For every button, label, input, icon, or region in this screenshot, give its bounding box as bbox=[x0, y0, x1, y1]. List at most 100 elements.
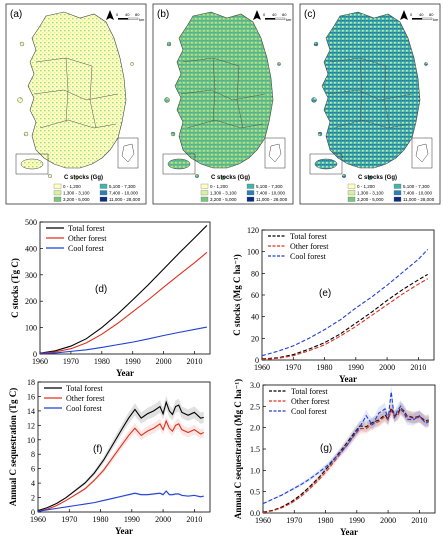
y-axis-title: C stocks (Mg C ha⁻¹) bbox=[232, 254, 242, 335]
ulleung-inset-frame bbox=[117, 137, 139, 169]
scale-label: 80 bbox=[135, 12, 140, 17]
legend-class-label: 7,400 - 10,000 bbox=[403, 191, 433, 196]
jeju-island-shape bbox=[314, 158, 338, 170]
jeju-island-shape bbox=[20, 158, 44, 170]
ulleung-inset-frame bbox=[411, 137, 433, 169]
legend-swatch bbox=[53, 190, 62, 196]
series-line bbox=[261, 249, 429, 357]
legend-class-label: 0 - 1,200 bbox=[210, 184, 228, 189]
ulleung-island-shape bbox=[121, 143, 135, 163]
legend-label: Cool forest bbox=[291, 407, 328, 416]
map-panel-label: (b) bbox=[157, 9, 169, 20]
legend-label: Other forest bbox=[68, 234, 107, 243]
scale-label: 40 bbox=[272, 12, 277, 17]
x-tick-label: 1990 bbox=[348, 363, 364, 372]
ulleung-island-shape bbox=[268, 143, 282, 163]
province-boundaries bbox=[33, 57, 119, 129]
legend-class-label: 1,300 - 3,100 bbox=[357, 191, 384, 196]
map-legend: C stocks (Gg) 0 - 1,200 1,300 - 3,1003,200… bbox=[200, 175, 288, 202]
series-line bbox=[262, 406, 429, 513]
y-tick-label: 12 bbox=[27, 421, 35, 430]
x-tick-label: 2010 bbox=[187, 357, 203, 366]
series-cool-forest bbox=[262, 384, 430, 505]
north-arrow-icon bbox=[106, 10, 114, 20]
x-tick-label: 1970 bbox=[285, 363, 301, 372]
province-boundaries bbox=[327, 57, 413, 129]
legend-class-label: 5,100 - 7,300 bbox=[256, 184, 283, 189]
y-tick-label: 14 bbox=[27, 407, 35, 416]
legend-swatch bbox=[53, 183, 62, 189]
map-legend-title: C stocks (Gg) bbox=[64, 175, 103, 181]
x-axis-title: Year bbox=[116, 368, 134, 378]
jeju-inset-frame bbox=[162, 153, 196, 175]
island-shape bbox=[220, 175, 226, 181]
scale-unit: km bbox=[286, 17, 292, 22]
legend-swatch bbox=[200, 183, 209, 189]
series-line bbox=[261, 273, 429, 360]
scale-label: 80 bbox=[282, 12, 287, 17]
y-tick-label: 2.5 bbox=[250, 402, 260, 411]
legend-class-label: 11,000 - 28,000 bbox=[256, 197, 288, 202]
x-axis-title: Year bbox=[340, 527, 358, 537]
island-shape bbox=[367, 175, 373, 181]
x-tick-label: 1990 bbox=[349, 516, 365, 525]
map-legend-title: C stocks (Gg) bbox=[358, 175, 397, 181]
legend-label: Cool forest bbox=[66, 404, 103, 413]
legend-label: Cool forest bbox=[290, 252, 327, 261]
korea-land-map bbox=[321, 11, 421, 169]
north-arrow-icon bbox=[400, 10, 408, 20]
scale-unit: km bbox=[433, 17, 439, 22]
scale-label: 0 bbox=[410, 12, 413, 17]
korea-land-map bbox=[174, 11, 274, 169]
scale-label: 40 bbox=[419, 12, 424, 17]
legend-class-label: 3,200 - 5,000 bbox=[63, 197, 90, 202]
scale-label: 0 bbox=[263, 12, 266, 17]
series-other-forest bbox=[39, 251, 208, 355]
series-cool-forest bbox=[37, 489, 204, 512]
legend-class-label: 3,200 - 5,000 bbox=[357, 197, 384, 202]
ulleung-inset-frame bbox=[264, 137, 286, 169]
series-line bbox=[262, 391, 430, 505]
y-tick-label: 100 bbox=[247, 248, 259, 257]
scale-label: 80 bbox=[429, 12, 434, 17]
legend-label: Total forest bbox=[290, 232, 327, 241]
legend-label: Other forest bbox=[66, 394, 105, 403]
island-shape bbox=[19, 41, 25, 47]
legend-swatch bbox=[200, 196, 209, 202]
legend-swatch bbox=[393, 196, 402, 202]
jeju-inset-frame bbox=[309, 153, 343, 175]
y-tick-label: 80 bbox=[251, 269, 259, 278]
legend-swatch bbox=[200, 190, 209, 196]
island-shape bbox=[311, 97, 317, 103]
island-shape bbox=[166, 41, 172, 47]
series-line bbox=[39, 326, 208, 355]
x-axis-title: Year bbox=[115, 526, 133, 536]
legend-swatch bbox=[246, 183, 255, 189]
y-tick-label: 400 bbox=[25, 244, 37, 253]
legend-swatch bbox=[53, 196, 62, 202]
series-line bbox=[39, 225, 208, 354]
north-arrow-icon bbox=[253, 10, 261, 20]
y-axis-title: Annual C sequestration (Mg C ha⁻¹) bbox=[233, 379, 243, 519]
x-tick-label: 1990 bbox=[125, 357, 141, 366]
x-axis-title: Year bbox=[339, 374, 357, 384]
legend-label: Total forest bbox=[68, 224, 105, 233]
series-cool-forest bbox=[39, 326, 208, 355]
uncertainty-band bbox=[263, 401, 429, 513]
chart-panel-label: (d) bbox=[95, 284, 107, 295]
legend-swatch bbox=[99, 183, 108, 189]
legend-label: Total forest bbox=[291, 387, 328, 396]
legend-swatch bbox=[99, 196, 108, 202]
x-tick-label: 1980 bbox=[93, 515, 109, 524]
legend-class-label: 1,300 - 3,100 bbox=[63, 191, 90, 196]
uncertainty-band bbox=[38, 489, 204, 512]
uncertainty-band bbox=[263, 403, 429, 513]
jeju-inset-frame bbox=[15, 153, 49, 175]
island-shape bbox=[317, 131, 323, 137]
legend-class-label: 0 - 1,200 bbox=[357, 184, 375, 189]
island-shape bbox=[17, 97, 23, 103]
